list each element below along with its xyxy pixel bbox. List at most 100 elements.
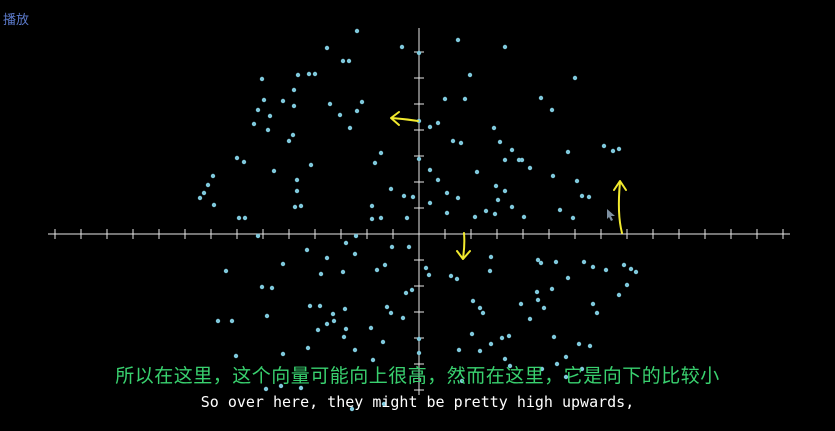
- scatter-point: [305, 345, 311, 351]
- scatter-point: [527, 165, 533, 171]
- scatter-point: [477, 348, 483, 354]
- scatter-point: [416, 336, 422, 342]
- scatter-point: [502, 188, 508, 194]
- scatter-point: [280, 98, 286, 104]
- vector-arrow-up-head: [613, 180, 627, 191]
- scatter-point: [280, 351, 286, 357]
- scatter-point: [455, 37, 461, 43]
- scatter-point: [368, 325, 374, 331]
- scatter-point: [233, 353, 239, 359]
- scatter-point: [467, 72, 473, 78]
- scatter-point: [399, 44, 405, 50]
- scatter-point: [603, 267, 609, 273]
- scatter-point: [458, 140, 464, 146]
- scatter-point: [210, 173, 216, 179]
- scatter-point: [491, 125, 497, 131]
- scatter-point: [507, 363, 513, 369]
- scatter-point: [462, 96, 468, 102]
- scatter-point: [342, 306, 348, 312]
- scatter-point: [263, 386, 269, 392]
- scatter-point: [304, 247, 310, 253]
- scatter-point: [324, 45, 330, 51]
- scatter-point: [369, 216, 375, 222]
- scatter-point: [499, 335, 505, 341]
- scatter-point: [269, 285, 275, 291]
- scatter-point: [492, 211, 498, 217]
- scatter-point: [502, 157, 508, 163]
- scatter-point: [292, 204, 298, 210]
- scatter-point: [404, 215, 410, 221]
- scatter-point: [459, 378, 465, 384]
- scatter-point: [286, 138, 292, 144]
- scatter-point: [259, 284, 265, 290]
- scatter-point: [389, 244, 395, 250]
- scatter-point: [426, 272, 432, 278]
- scatter-point: [456, 347, 462, 353]
- scatter-point: [534, 289, 540, 295]
- scatter-point: [354, 28, 360, 34]
- scatter-point: [337, 112, 343, 118]
- scatter-point: [477, 305, 483, 311]
- scatter-point: [369, 203, 375, 209]
- scatter-point: [255, 107, 261, 113]
- scatter-point: [312, 71, 318, 77]
- scatter-point: [343, 240, 349, 246]
- scatter-point: [506, 333, 512, 339]
- scatter-point: [374, 267, 380, 273]
- scatter-point: [435, 120, 441, 126]
- scatter-point: [535, 297, 541, 303]
- scatter-point: [261, 97, 267, 103]
- scatter-point: [241, 159, 247, 165]
- scatter-point: [308, 162, 314, 168]
- scatter-point: [549, 286, 555, 292]
- vector-arrow-down-head: [456, 250, 471, 260]
- scatter-point: [401, 193, 407, 199]
- scatter-point: [384, 304, 390, 310]
- scatter-point: [403, 290, 409, 296]
- scatter-point: [509, 204, 515, 210]
- scatter-point: [291, 103, 297, 109]
- scatter-point: [306, 71, 312, 77]
- scatter-point: [294, 177, 300, 183]
- scatter-point: [541, 305, 547, 311]
- subtitle-chinese: 所以在这里，这个向量可能向上很高，然而在这里，它是向下的比较小: [115, 365, 720, 387]
- scatter-point: [381, 401, 387, 407]
- scatter-point: [474, 169, 480, 175]
- vector-arrow-down: [462, 232, 466, 259]
- scatter-point: [346, 58, 352, 64]
- scatter-point: [255, 233, 261, 239]
- scatter-point: [594, 310, 600, 316]
- scatter-point: [354, 108, 360, 114]
- scatter-point: [519, 157, 525, 163]
- scatter-point: [372, 160, 378, 166]
- scatter-point: [616, 146, 622, 152]
- scatter-point: [423, 265, 429, 271]
- vector-arrows: [390, 111, 627, 260]
- scatter-point: [331, 318, 337, 324]
- scatter-point: [574, 178, 580, 184]
- scatter-point: [416, 156, 422, 162]
- scatter-point: [563, 374, 569, 380]
- scatter-point: [295, 72, 301, 78]
- scatter-point: [624, 282, 630, 288]
- scatter-point: [298, 203, 304, 209]
- scatter-point: [581, 259, 587, 265]
- scatter-point: [557, 207, 563, 213]
- scatter-point: [601, 143, 607, 149]
- scatter-point: [483, 208, 489, 214]
- scatter-point: [215, 318, 221, 324]
- play-button-label[interactable]: 播放: [3, 13, 30, 28]
- scatter-point: [427, 167, 433, 173]
- scatter-point: [586, 194, 592, 200]
- vector-arrow-left: [391, 117, 419, 122]
- subtitle-english: So over here, they might be pretty high …: [200, 393, 635, 411]
- scatter-point: [278, 383, 284, 389]
- scatter-point: [378, 215, 384, 221]
- scatter-point: [280, 261, 286, 267]
- scatter-point: [550, 173, 556, 179]
- scatter-point: [352, 251, 358, 257]
- scatter-point: [409, 287, 415, 293]
- scatter-point: [553, 259, 559, 265]
